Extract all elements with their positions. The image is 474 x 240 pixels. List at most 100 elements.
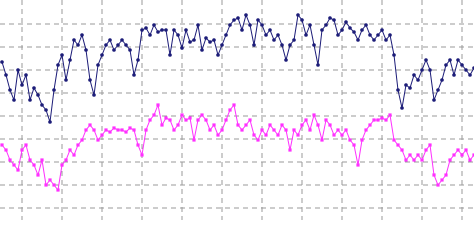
point (472, 153, 474, 157)
point (348, 138, 352, 142)
point (364, 128, 368, 132)
point (420, 158, 424, 162)
point (216, 133, 220, 137)
point (436, 88, 440, 92)
point (464, 68, 468, 72)
point (376, 118, 380, 122)
point (264, 33, 268, 37)
point (264, 133, 268, 137)
point (396, 88, 400, 92)
point (116, 43, 120, 47)
point (440, 78, 444, 82)
point (260, 23, 264, 27)
point (176, 33, 180, 37)
point (284, 58, 288, 62)
point (332, 18, 336, 22)
point (372, 38, 376, 42)
point (4, 73, 8, 77)
point (240, 28, 244, 32)
point (336, 128, 340, 132)
point (84, 128, 88, 132)
point (300, 123, 304, 127)
point (228, 23, 232, 27)
point (292, 38, 296, 42)
point (392, 53, 396, 57)
point (280, 123, 284, 127)
point (380, 28, 384, 32)
point (208, 40, 212, 44)
point (64, 158, 68, 162)
point (48, 178, 52, 182)
point (12, 163, 16, 167)
point (304, 118, 308, 122)
point (40, 103, 44, 107)
point (72, 38, 76, 42)
point (380, 116, 384, 120)
point (288, 43, 292, 47)
point (152, 113, 156, 117)
point (332, 133, 336, 137)
point (52, 88, 56, 92)
point (168, 118, 172, 122)
point (12, 98, 16, 102)
point (188, 40, 192, 44)
point (400, 148, 404, 152)
point (268, 28, 272, 32)
point (172, 128, 176, 132)
point (44, 183, 48, 187)
point (228, 108, 232, 112)
point (344, 128, 348, 132)
point (4, 148, 8, 152)
point (88, 78, 92, 82)
point (408, 86, 412, 90)
point (352, 30, 356, 34)
point (208, 128, 212, 132)
point (120, 128, 124, 132)
point (232, 18, 236, 22)
point (184, 28, 188, 32)
point (200, 113, 204, 117)
point (204, 36, 208, 40)
point (28, 98, 32, 102)
point (244, 13, 248, 17)
point (468, 73, 472, 77)
point (96, 138, 100, 142)
point (256, 138, 260, 142)
point (312, 113, 316, 117)
point (32, 163, 36, 167)
point (68, 58, 72, 62)
point (176, 123, 180, 127)
point (248, 118, 252, 122)
point (76, 143, 80, 147)
point (20, 148, 24, 152)
point (112, 126, 116, 130)
point (444, 63, 448, 67)
point (120, 38, 124, 42)
point (320, 138, 324, 142)
point (0, 143, 4, 147)
point (212, 123, 216, 127)
point (272, 38, 276, 42)
point (128, 126, 132, 130)
point (456, 148, 460, 152)
point (84, 48, 88, 52)
point (308, 23, 312, 27)
point (428, 68, 432, 72)
point (336, 33, 340, 37)
point (412, 73, 416, 77)
point (88, 123, 92, 127)
point (188, 116, 192, 120)
point (416, 153, 420, 157)
point (44, 108, 48, 112)
point (360, 28, 364, 32)
point (28, 158, 32, 162)
point (220, 128, 224, 132)
point (404, 158, 408, 162)
point (100, 133, 104, 137)
point (156, 30, 160, 34)
point (252, 133, 256, 137)
point (148, 118, 152, 122)
point (316, 123, 320, 127)
point (224, 118, 228, 122)
point (112, 48, 116, 52)
